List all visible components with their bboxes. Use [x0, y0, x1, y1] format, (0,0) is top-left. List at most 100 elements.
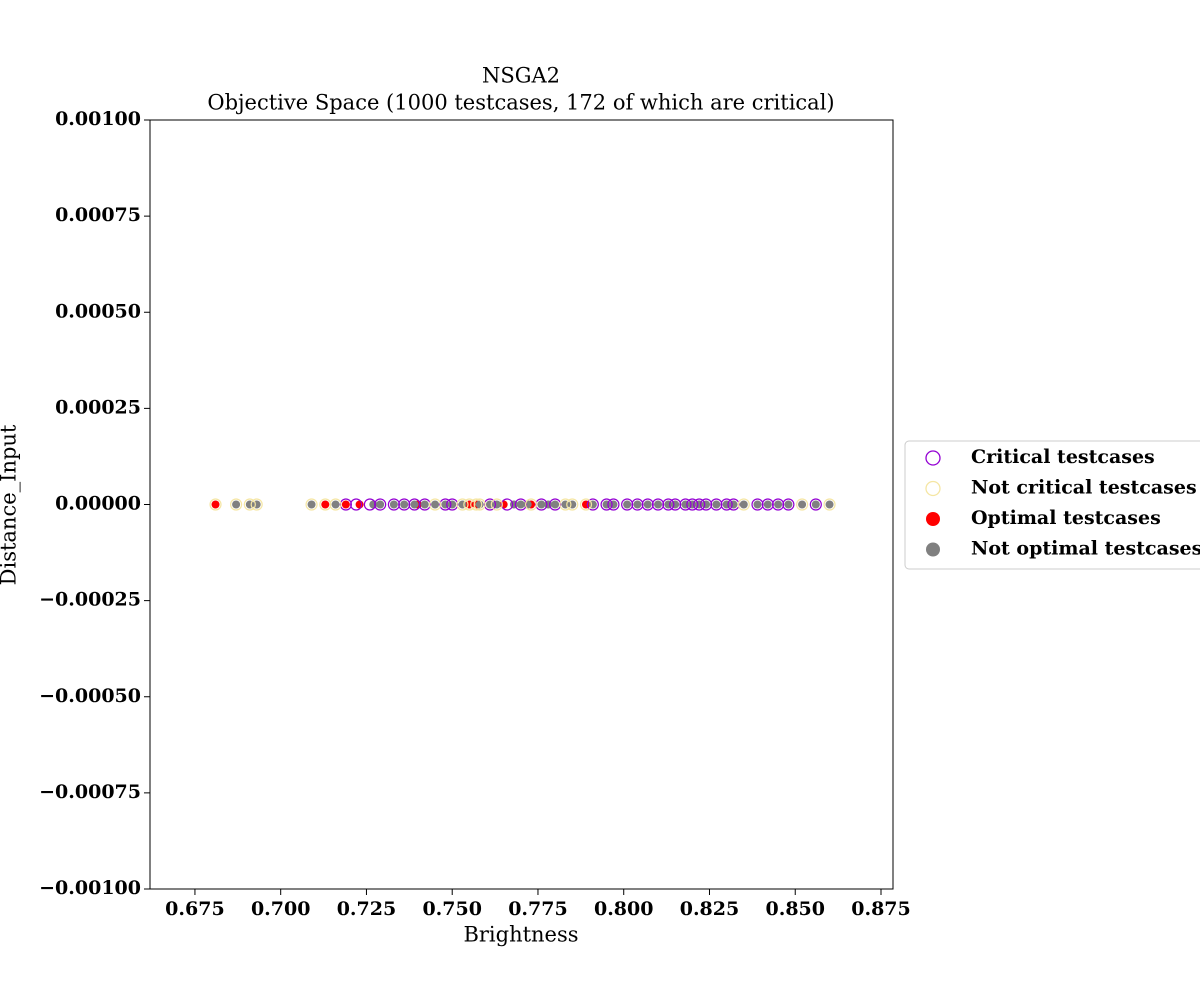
point	[782, 498, 795, 511]
point	[363, 498, 376, 511]
point	[473, 498, 486, 511]
point	[763, 500, 772, 509]
x-tick-label: 0.725	[337, 898, 397, 920]
point	[355, 500, 364, 509]
x-tick-label: 0.825	[680, 898, 740, 920]
point	[693, 498, 706, 511]
point	[374, 498, 387, 511]
point	[321, 500, 330, 509]
point	[376, 500, 385, 509]
point	[420, 500, 429, 509]
point	[232, 500, 241, 509]
point	[516, 500, 525, 509]
point	[500, 498, 514, 511]
point	[771, 498, 785, 511]
chart-title: NSGA2	[482, 64, 560, 88]
point	[823, 498, 836, 511]
point	[621, 498, 634, 511]
point	[643, 500, 652, 509]
point	[551, 500, 560, 509]
plot-area	[209, 498, 836, 511]
point	[305, 498, 318, 511]
point	[243, 498, 256, 511]
y-tick-label: 0.00000	[55, 493, 141, 515]
x-tick-label: 0.775	[508, 898, 568, 920]
point	[566, 498, 579, 511]
point	[418, 498, 431, 511]
point	[600, 498, 613, 511]
point	[490, 498, 503, 511]
chart-subtitle: Objective Space (1000 testcases, 172 of …	[207, 91, 834, 115]
point	[654, 500, 663, 509]
point	[737, 498, 750, 511]
legend-marker	[926, 542, 940, 557]
y-tick-label: −0.00100	[39, 877, 141, 899]
point	[339, 498, 352, 511]
point	[350, 498, 363, 511]
point	[712, 500, 721, 509]
point	[669, 498, 682, 511]
point	[798, 500, 807, 509]
point	[720, 498, 733, 511]
point	[410, 500, 419, 509]
point	[456, 498, 469, 511]
legend: Critical testcases Not critical testcases…	[904, 440, 1200, 570]
legend-box	[904, 440, 1200, 570]
x-tick-label: 0.850	[765, 898, 825, 920]
point	[389, 500, 398, 509]
legend-marker	[925, 480, 941, 497]
point	[250, 498, 263, 511]
point	[623, 500, 632, 509]
point	[761, 498, 774, 511]
x-tick-label: 0.875	[851, 898, 911, 920]
point	[699, 498, 713, 511]
point	[535, 498, 548, 511]
point	[400, 500, 409, 509]
point	[825, 500, 834, 509]
point	[586, 498, 599, 511]
point	[446, 498, 459, 511]
point	[537, 500, 546, 509]
point	[549, 498, 562, 511]
point	[341, 500, 350, 509]
point	[641, 498, 654, 511]
point	[784, 500, 793, 509]
point	[631, 498, 644, 511]
legend-marker	[925, 450, 941, 466]
legend-label: Critical testcases	[971, 446, 1155, 468]
point	[475, 500, 484, 509]
point	[408, 498, 421, 511]
point	[525, 498, 538, 511]
point	[579, 498, 593, 511]
point	[679, 498, 692, 511]
point	[710, 498, 723, 511]
point	[470, 498, 483, 511]
point	[514, 498, 527, 511]
point	[774, 500, 783, 509]
point	[753, 500, 762, 509]
point	[686, 498, 699, 511]
x-tick-label: 0.800	[594, 898, 654, 920]
point	[319, 498, 332, 511]
point	[428, 498, 442, 511]
point	[211, 500, 220, 509]
point	[662, 498, 675, 511]
point	[439, 498, 452, 511]
point	[463, 498, 476, 511]
point	[331, 500, 340, 509]
point	[795, 498, 809, 511]
point	[307, 500, 316, 509]
point	[387, 498, 400, 511]
x-tick-label: 0.675	[165, 898, 225, 920]
point	[811, 500, 820, 509]
point	[329, 498, 342, 511]
y-axis-label: Distance_Input	[0, 424, 21, 585]
legend-label: Not optimal testcases	[971, 538, 1200, 560]
point	[633, 500, 642, 509]
point	[809, 498, 822, 511]
point	[209, 498, 222, 511]
x-tick-label: 0.700	[251, 898, 311, 920]
y-tick-label: 0.00100	[55, 108, 141, 130]
point	[431, 500, 440, 509]
x-tick-label: 0.750	[422, 898, 482, 920]
